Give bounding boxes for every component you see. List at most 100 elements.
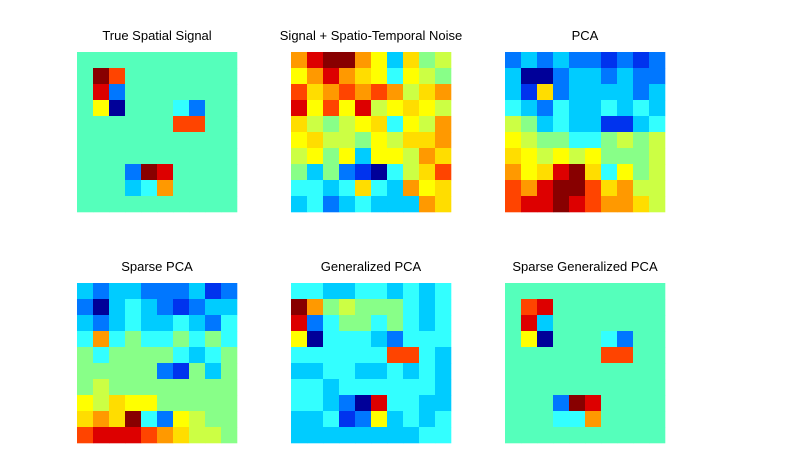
heatmap-cell bbox=[173, 331, 190, 348]
heatmap-cell bbox=[173, 164, 190, 181]
heatmap-cell bbox=[323, 315, 340, 332]
heatmap-cell bbox=[339, 379, 356, 396]
heatmap-cell bbox=[633, 116, 650, 133]
heatmap-cell bbox=[173, 52, 190, 69]
heatmap-cell bbox=[323, 411, 340, 428]
heatmap-cell bbox=[291, 299, 308, 316]
heatmap-cell bbox=[93, 68, 110, 85]
heatmap-cell bbox=[585, 180, 602, 197]
heatmap-cell bbox=[633, 180, 650, 197]
heatmap-cell bbox=[553, 52, 570, 69]
heatmap-cell bbox=[157, 395, 174, 412]
heatmap-cell bbox=[157, 148, 174, 165]
heatmap-cell bbox=[221, 52, 238, 69]
heatmap-cell bbox=[77, 84, 94, 101]
heatmap-cell bbox=[205, 315, 222, 332]
heatmap-cell bbox=[435, 116, 452, 133]
heatmap-cell bbox=[221, 395, 238, 412]
heatmap-cell bbox=[339, 411, 356, 428]
heatmap-cell bbox=[553, 116, 570, 133]
heatmap-cell bbox=[157, 180, 174, 197]
heatmap-cell bbox=[291, 116, 308, 133]
heatmap-cell bbox=[569, 164, 586, 181]
heatmap-cell bbox=[93, 164, 110, 181]
heatmap-cell bbox=[125, 363, 142, 380]
heatmap-cell bbox=[307, 196, 324, 213]
heatmap-cell bbox=[569, 299, 586, 316]
heatmap-cell bbox=[387, 395, 404, 412]
heatmap-cell bbox=[435, 52, 452, 69]
heatmap-cell bbox=[307, 363, 324, 380]
heatmap-cell bbox=[553, 427, 570, 444]
heatmap-cell bbox=[93, 180, 110, 197]
heatmap-cell bbox=[633, 52, 650, 69]
heatmap-cell bbox=[77, 196, 94, 213]
heatmap-cell bbox=[537, 52, 554, 69]
heatmap-cell bbox=[601, 84, 618, 101]
heatmap-cell bbox=[585, 84, 602, 101]
heatmap-cell bbox=[633, 379, 650, 396]
heatmap-cell bbox=[173, 180, 190, 197]
heatmap-cell bbox=[521, 363, 538, 380]
heatmap-cell bbox=[323, 52, 340, 69]
heatmap-cell bbox=[355, 84, 372, 101]
heatmap-cell bbox=[307, 68, 324, 85]
heatmap-cell bbox=[569, 283, 586, 300]
heatmap-cell bbox=[585, 427, 602, 444]
heatmap-cell bbox=[109, 283, 126, 300]
heatmap-cell bbox=[77, 283, 94, 300]
heatmap-cell bbox=[355, 299, 372, 316]
heatmap-cell bbox=[291, 379, 308, 396]
heatmap-cell bbox=[371, 363, 388, 380]
heatmap-cell bbox=[553, 283, 570, 300]
heatmap-cell bbox=[553, 395, 570, 412]
heatmap-cell bbox=[371, 411, 388, 428]
heatmap-cell bbox=[403, 132, 420, 149]
heatmap-cell bbox=[109, 363, 126, 380]
heatmap-cell bbox=[601, 315, 618, 332]
heatmap-cell bbox=[173, 283, 190, 300]
heatmap-cell bbox=[189, 196, 206, 213]
heatmap-cell bbox=[189, 395, 206, 412]
heatmap-cell bbox=[419, 196, 436, 213]
heatmap-cell bbox=[141, 132, 158, 149]
heatmap-cell bbox=[387, 84, 404, 101]
heatmap-cell bbox=[189, 379, 206, 396]
heatmap-cell bbox=[109, 299, 126, 316]
heatmap-cell bbox=[291, 411, 308, 428]
heatmap-cell bbox=[205, 164, 222, 181]
heatmap-cell bbox=[569, 52, 586, 69]
heatmap-cell bbox=[323, 84, 340, 101]
heatmap-cell bbox=[569, 148, 586, 165]
panel-title: True Spatial Signal bbox=[102, 28, 211, 43]
heatmap-cell bbox=[339, 315, 356, 332]
heatmap-cell bbox=[141, 331, 158, 348]
heatmap-cell bbox=[403, 164, 420, 181]
heatmap-cell bbox=[221, 164, 238, 181]
heatmap-cell bbox=[291, 395, 308, 412]
heatmap-cell bbox=[323, 68, 340, 85]
heatmap-cell bbox=[205, 148, 222, 165]
heatmap-cell bbox=[371, 164, 388, 181]
heatmap-cell bbox=[141, 100, 158, 117]
heatmap-cell bbox=[371, 132, 388, 149]
heatmap-cell bbox=[521, 411, 538, 428]
heatmap-cell bbox=[157, 283, 174, 300]
heatmap-cell bbox=[505, 379, 522, 396]
heatmap-cell bbox=[307, 52, 324, 69]
heatmap-cell bbox=[205, 116, 222, 133]
heatmap-cell bbox=[403, 427, 420, 444]
heatmap-cell bbox=[323, 283, 340, 300]
heatmap-cell bbox=[291, 68, 308, 85]
heatmap-cell bbox=[109, 196, 126, 213]
heatmap-cell bbox=[291, 52, 308, 69]
heatmap-cell bbox=[323, 148, 340, 165]
heatmap-cell bbox=[403, 148, 420, 165]
heatmap-cell bbox=[157, 299, 174, 316]
heatmap-cell bbox=[505, 84, 522, 101]
heatmap-cell bbox=[633, 299, 650, 316]
heatmap-cell bbox=[585, 395, 602, 412]
heatmap-cell bbox=[569, 84, 586, 101]
heatmap-cell bbox=[435, 347, 452, 364]
heatmap-cell bbox=[537, 164, 554, 181]
